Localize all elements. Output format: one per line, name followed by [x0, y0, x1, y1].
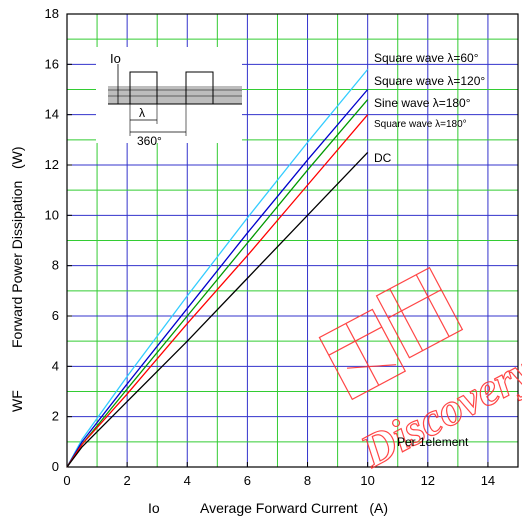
series-label: Square wave λ=180° [374, 119, 467, 130]
x-tick-label: 12 [421, 473, 435, 488]
y-tick-label: 10 [45, 207, 59, 222]
axis-ticks: 0 2 4 6 8 10 12 14 0 2 4 6 8 10 12 14 16 18 [45, 6, 496, 488]
y-axis-prefix: WF [9, 390, 25, 412]
plot-frame [66, 13, 519, 468]
y-tick-label: 12 [45, 157, 59, 172]
series-label: Square wave λ=60° [374, 51, 479, 65]
x-axis-title: Average Forward Current (A) [200, 500, 388, 516]
y-tick-label: 14 [45, 107, 59, 122]
watermark-text: Discovery [352, 344, 522, 477]
x-tick-label: 10 [360, 473, 374, 488]
series-labels: Square wave λ=60° Square wave λ=120° Sine … [374, 51, 485, 165]
series-line [66, 68, 369, 468]
chart-grid [67, 14, 518, 467]
series-line [66, 151, 369, 468]
x-tick-label: 0 [63, 473, 70, 488]
y-tick-label: 18 [45, 6, 59, 21]
series-line [66, 89, 369, 468]
y-tick-label: 2 [52, 409, 59, 424]
inset-io-label: Io [110, 51, 121, 66]
series-lines [66, 68, 369, 468]
series-label: Sine wave λ=180° [374, 96, 471, 110]
y-tick-label: 4 [52, 358, 59, 373]
y-tick-label: 8 [52, 258, 59, 273]
inset-avg-band [108, 86, 242, 104]
series-label: Square wave λ=120° [374, 74, 485, 88]
x-tick-label: 6 [244, 473, 251, 488]
watermark-seal [318, 266, 464, 401]
x-axis-prefix: Io [148, 500, 160, 516]
y-tick-label: 6 [52, 308, 59, 323]
y-tick-label: 0 [52, 459, 59, 474]
x-tick-label: 14 [481, 473, 495, 488]
inset-lambda-label: λ [139, 106, 145, 120]
inset-360-label: 360° [137, 134, 162, 148]
series-line [66, 114, 369, 468]
per-element-note: Per 1element [397, 435, 469, 449]
series-label: DC [374, 151, 392, 165]
inset-square-wave [129, 71, 214, 105]
y-axis-title: Forward Power Dissipation (W) [9, 147, 25, 349]
y-tick-label: 16 [45, 56, 59, 71]
waveform-inset: Io λ 360° [96, 47, 242, 148]
x-tick-label: 4 [184, 473, 191, 488]
x-tick-label: 8 [304, 473, 311, 488]
x-tick-label: 2 [124, 473, 131, 488]
